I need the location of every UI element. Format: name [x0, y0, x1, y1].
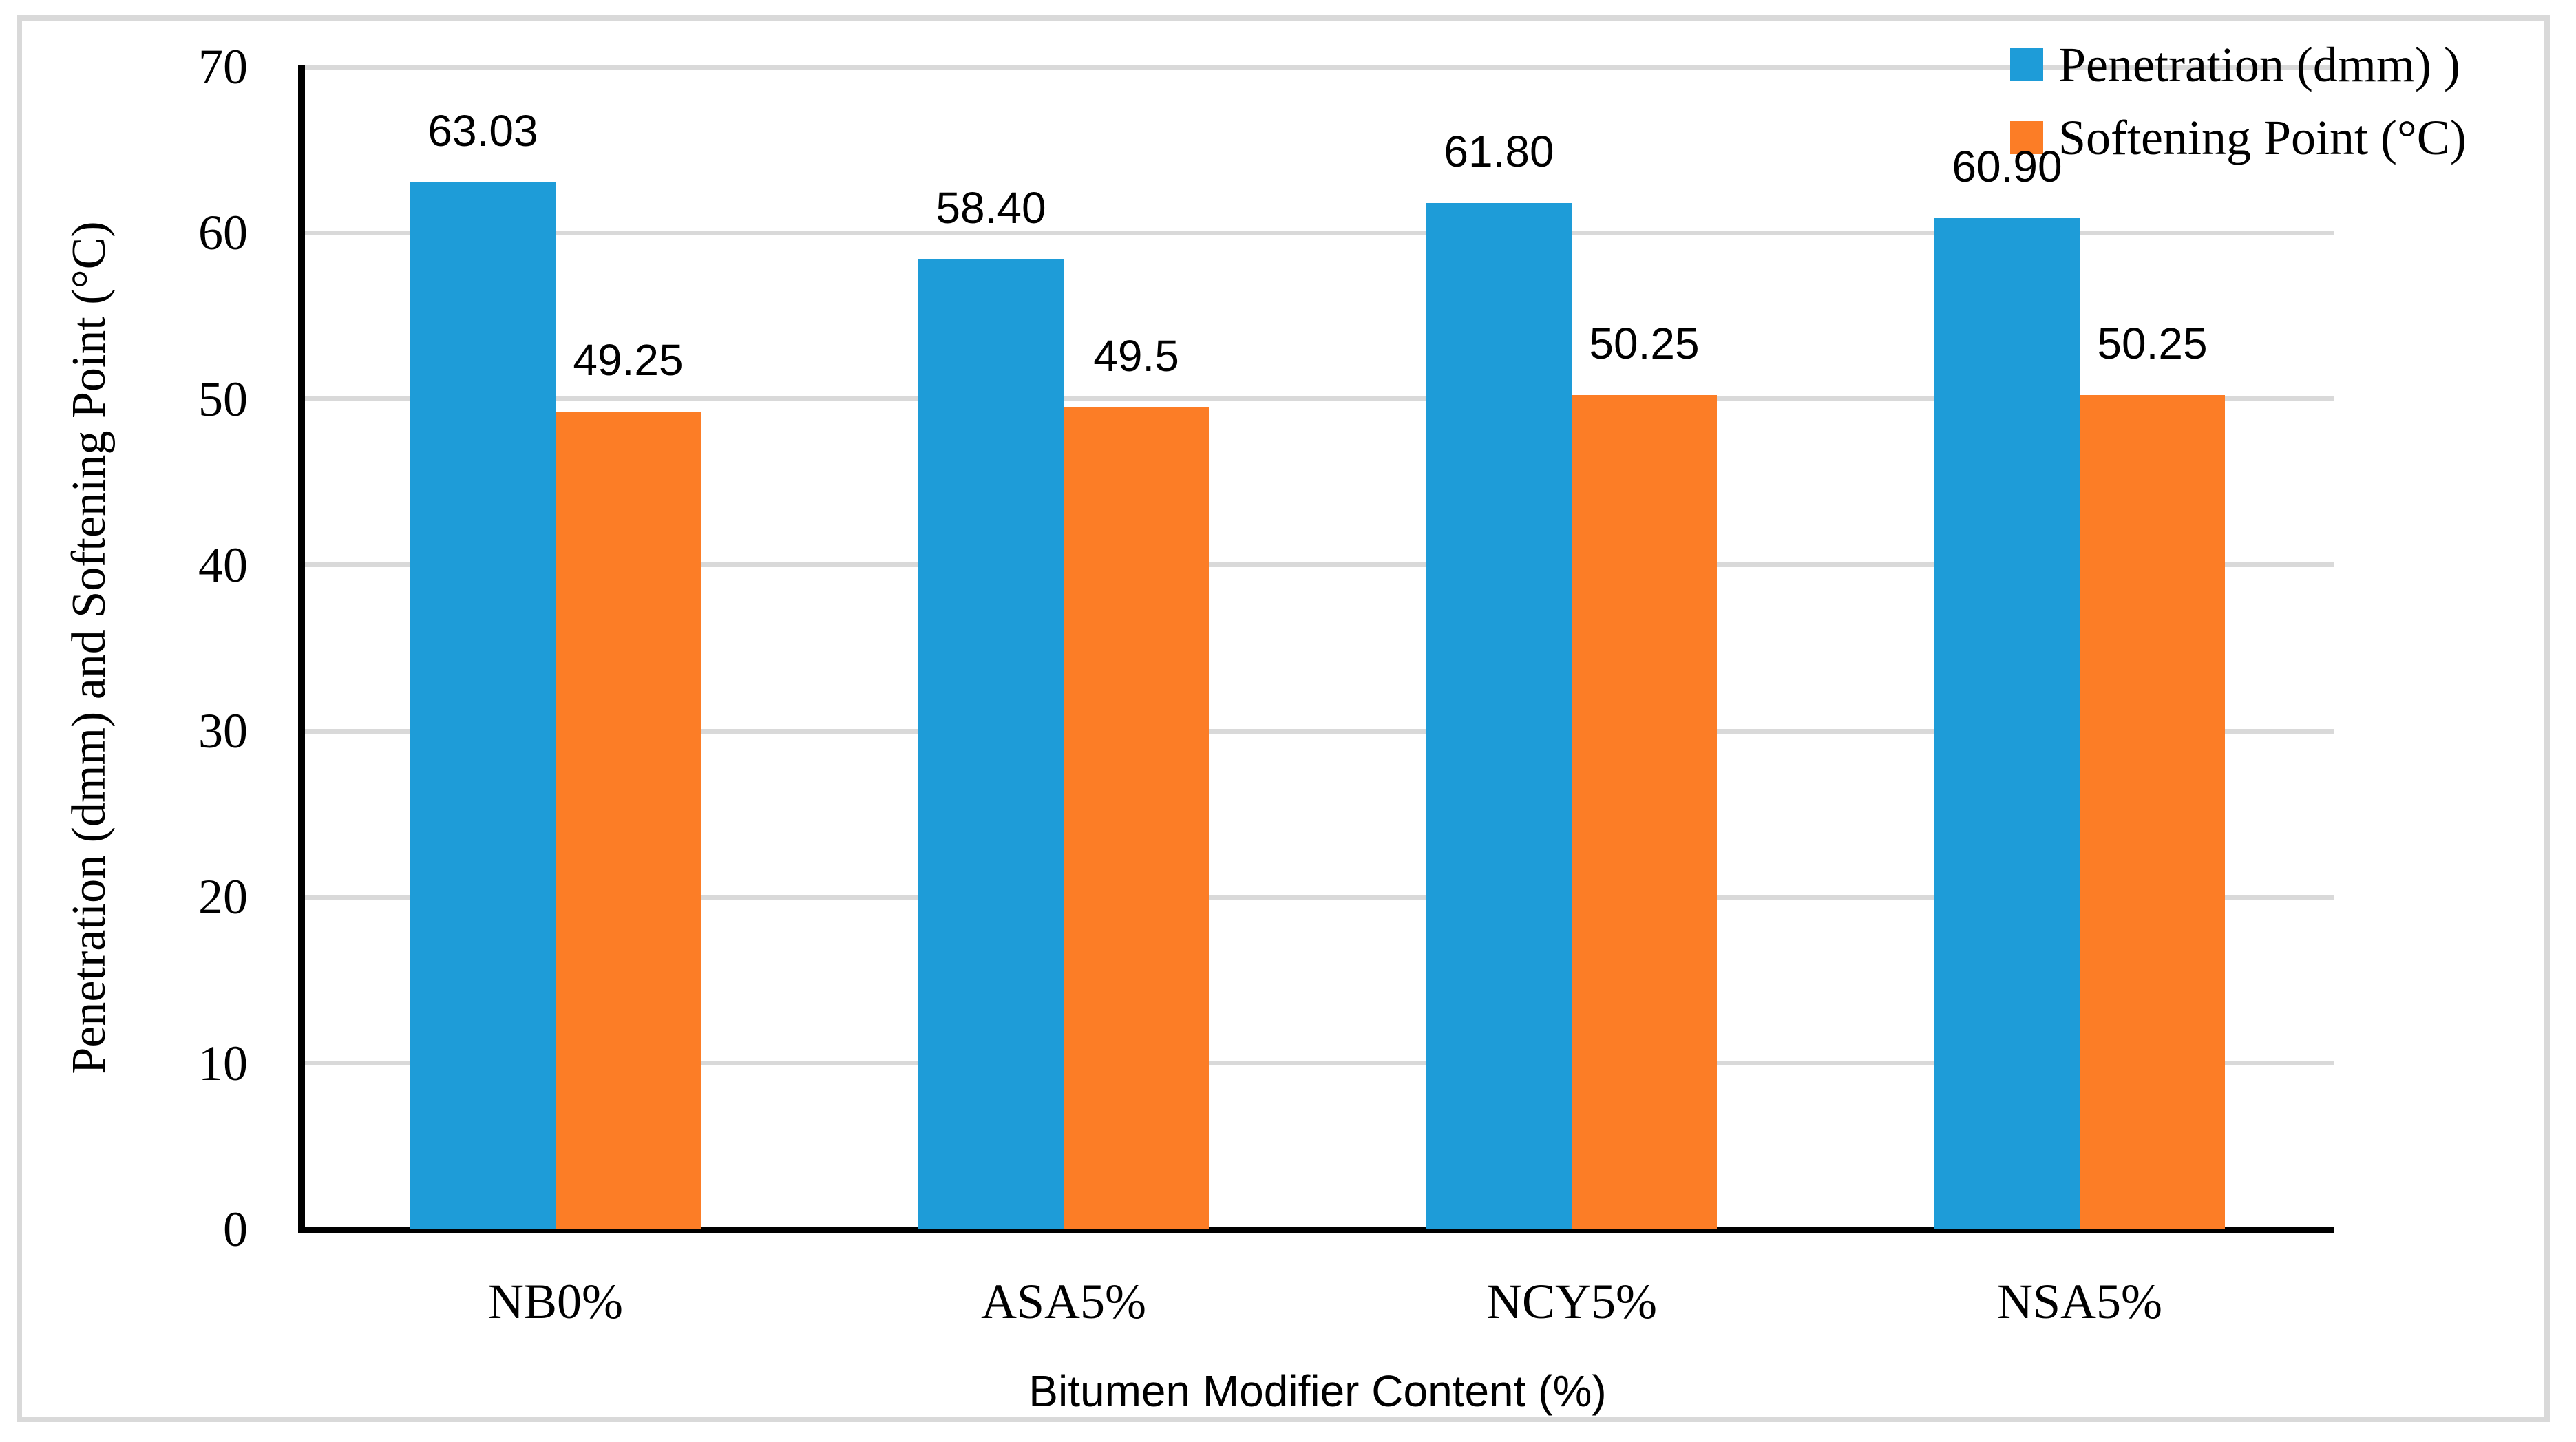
x-axis-line	[298, 1227, 2334, 1233]
category-label-NB0%: NB0%	[488, 1274, 623, 1329]
bar-value-label-softening-point-ASA5%: 49.5	[1093, 330, 1179, 381]
x-axis-title: Bitumen Modifier Content (%)	[1028, 1366, 1607, 1416]
legend-item-softening-point: Softening Point (°C)	[2010, 106, 2467, 169]
legend-swatch-penetration	[2010, 48, 2043, 81]
y-tick-label-70: 70	[198, 39, 248, 94]
gridline-y-30	[305, 728, 2334, 734]
bar-penetration-NCY5%	[1426, 202, 1572, 1229]
y-tick-label-20: 20	[198, 869, 248, 925]
bar-penetration-ASA5%	[918, 259, 1064, 1229]
gridline-y-20	[305, 894, 2334, 900]
legend: Penetration (dmm) ) Softening Point (°C)	[2010, 33, 2467, 179]
gridline-y-60	[305, 230, 2334, 235]
plot-area	[302, 64, 2334, 1229]
bar-penetration-NB0%	[410, 182, 556, 1229]
y-tick-label-30: 30	[198, 703, 248, 759]
legend-swatch-softening-point	[2010, 121, 2043, 154]
chart-frame	[17, 15, 2550, 1422]
gridline-y-40	[305, 562, 2334, 568]
category-label-NCY5%: NCY5%	[1486, 1274, 1657, 1329]
bar-softening-point-NB0%	[556, 411, 701, 1229]
y-tick-label-40: 40	[198, 537, 248, 593]
legend-label-penetration: Penetration (dmm) )	[2058, 37, 2460, 92]
category-label-NSA5%: NSA5%	[1996, 1274, 2162, 1329]
legend-item-penetration: Penetration (dmm) )	[2010, 33, 2467, 96]
y-tick-label-0: 0	[223, 1202, 248, 1257]
bar-penetration-NSA5%	[1934, 218, 2080, 1229]
gridline-y-10	[305, 1061, 2334, 1066]
y-tick-label-50: 50	[198, 371, 248, 427]
bar-value-label-penetration-NB0%: 63.03	[427, 106, 538, 156]
bar-value-label-softening-point-NSA5%: 50.25	[2097, 318, 2208, 368]
y-tick-label-60: 60	[198, 205, 248, 261]
bar-value-label-penetration-ASA5%: 58.40	[936, 182, 1046, 233]
bar-softening-point-ASA5%	[1064, 407, 1209, 1229]
category-label-ASA5%: ASA5%	[980, 1274, 1146, 1329]
bar-softening-point-NSA5%	[2080, 394, 2225, 1229]
legend-label-softening-point: Softening Point (°C)	[2058, 110, 2467, 165]
gridline-y-70	[305, 64, 2334, 70]
gridline-y-50	[305, 396, 2334, 402]
y-axis-line	[298, 65, 305, 1233]
bar-value-label-softening-point-NB0%: 49.25	[573, 335, 684, 385]
bar-value-label-softening-point-NCY5%: 50.25	[1589, 318, 1700, 368]
bar-softening-point-NCY5%	[1572, 394, 1717, 1229]
bar-value-label-penetration-NSA5%: 60.90	[1952, 141, 2062, 191]
bar-value-label-penetration-NCY5%: 61.80	[1444, 126, 1554, 176]
y-tick-label-10: 10	[198, 1035, 248, 1091]
